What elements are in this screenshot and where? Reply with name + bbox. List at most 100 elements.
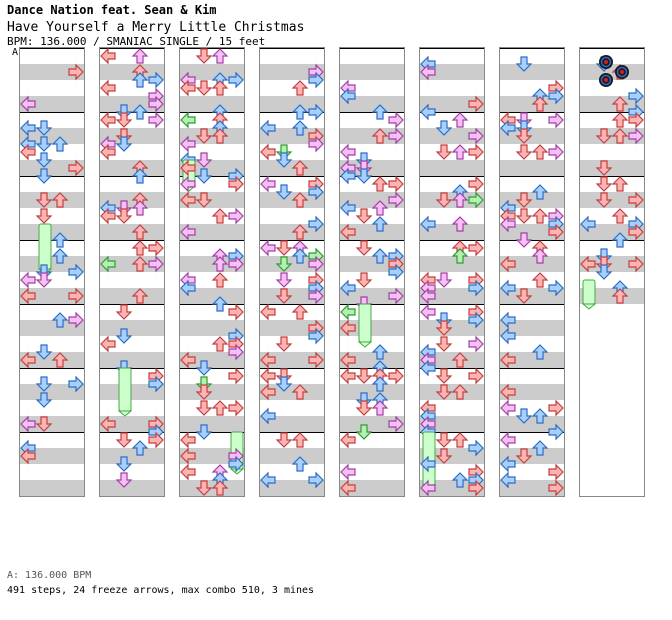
step-arrow-right	[388, 111, 404, 129]
step-arrow-up	[291, 224, 309, 240]
beat-stripe	[500, 96, 564, 112]
step-arrow-right	[68, 159, 84, 177]
step-arrow-left	[100, 143, 116, 161]
beat-stripe	[500, 288, 564, 304]
step-arrow-right	[548, 143, 564, 161]
beat-stripe	[340, 416, 404, 432]
step-arrow-down	[515, 232, 533, 248]
beat-stripe	[260, 352, 324, 368]
step-arrow-left	[500, 455, 516, 473]
step-arrow-right	[68, 63, 84, 81]
step-arrow-down	[435, 192, 453, 208]
step-arrow-up	[211, 256, 229, 272]
step-arrow-down	[515, 56, 533, 72]
step-arrow-up	[131, 240, 149, 256]
beat-stripe	[100, 384, 164, 400]
step-arrow-down	[435, 368, 453, 384]
step-arrow-down	[115, 112, 133, 128]
step-arrow-down	[195, 384, 213, 400]
column-border	[99, 47, 165, 497]
beat-stripe	[420, 448, 484, 464]
step-arrow-right	[548, 479, 564, 497]
step-arrow-left	[20, 271, 36, 289]
step-arrow-down	[35, 120, 53, 136]
step-arrow-up	[51, 232, 69, 248]
step-arrow-down	[195, 152, 213, 168]
bpm-legend: A: 136.000 BPM	[7, 570, 92, 581]
beat-stripe	[340, 320, 404, 336]
step-arrow-down	[195, 400, 213, 416]
step-chart	[19, 47, 645, 497]
step-arrow-left	[260, 239, 276, 257]
step-arrow-down	[35, 344, 53, 360]
step-arrow-down	[195, 128, 213, 144]
step-arrow-left	[20, 143, 36, 161]
step-arrow-up	[291, 192, 309, 208]
step-arrow-up	[531, 96, 549, 112]
beat-stripe	[180, 416, 244, 432]
step-arrow-up	[531, 272, 549, 288]
step-arrow-left	[100, 415, 116, 433]
step-arrow-right	[628, 191, 644, 209]
step-arrow-down	[195, 480, 213, 496]
mine-icon	[615, 65, 629, 79]
step-arrow-right	[468, 479, 484, 497]
step-arrow-left	[420, 287, 436, 305]
chart-column	[19, 47, 85, 497]
step-arrow-down	[435, 448, 453, 464]
beat-stripe	[20, 384, 84, 400]
step-arrow-right	[308, 255, 324, 273]
step-arrow-left	[260, 407, 276, 425]
chart-column	[579, 47, 645, 497]
step-arrow-up	[371, 200, 389, 216]
beat-stripe	[580, 288, 644, 304]
step-arrow-left	[100, 111, 116, 129]
step-arrow-left	[580, 215, 596, 233]
step-arrow-left	[260, 351, 276, 369]
step-arrow-right	[628, 223, 644, 241]
step-arrow-left	[260, 303, 276, 321]
beat-stripe	[260, 480, 324, 496]
step-arrow-up	[291, 160, 309, 176]
step-arrow-down	[35, 168, 53, 184]
beat-stripe	[500, 384, 564, 400]
beat-stripe	[580, 96, 644, 112]
step-arrow-left	[500, 311, 516, 329]
step-arrow-right	[308, 287, 324, 305]
beat-stripe	[580, 224, 644, 240]
beat-stripe	[580, 256, 644, 272]
step-arrow-down	[35, 272, 53, 288]
step-arrow-left	[340, 351, 356, 369]
step-arrow-down	[115, 472, 133, 488]
step-arrow-up	[51, 352, 69, 368]
step-arrow-right	[468, 439, 484, 457]
step-arrow-down	[115, 456, 133, 472]
beat-stripe	[500, 416, 564, 432]
beat-stripe	[180, 480, 244, 496]
step-arrow-right	[148, 255, 164, 273]
chart-meta: BPM: 136.000 / SMANIAC SINGLE / 15 feet	[7, 35, 266, 48]
beat-stripe	[100, 256, 164, 272]
beat-stripe	[180, 128, 244, 144]
beat-stripe	[260, 224, 324, 240]
step-arrow-down	[35, 208, 53, 224]
beat-stripe	[420, 64, 484, 80]
step-arrow-left	[180, 159, 196, 177]
beat-stripe	[260, 64, 324, 80]
step-arrow-right	[548, 399, 564, 417]
beat-stripe	[580, 128, 644, 144]
step-arrow-right	[308, 351, 324, 369]
step-arrow-down	[515, 208, 533, 224]
beat-stripe	[180, 320, 244, 336]
beat-stripe	[100, 128, 164, 144]
step-arrow-right	[68, 287, 84, 305]
beat-stripe	[420, 256, 484, 272]
step-arrow-down	[195, 360, 213, 376]
step-arrow-left	[340, 87, 356, 105]
beat-stripe	[260, 192, 324, 208]
step-arrow-up	[51, 312, 69, 328]
column-border	[419, 47, 485, 497]
step-arrow-right	[308, 71, 324, 89]
step-arrow-up	[451, 248, 469, 264]
step-arrow-down	[115, 304, 133, 320]
